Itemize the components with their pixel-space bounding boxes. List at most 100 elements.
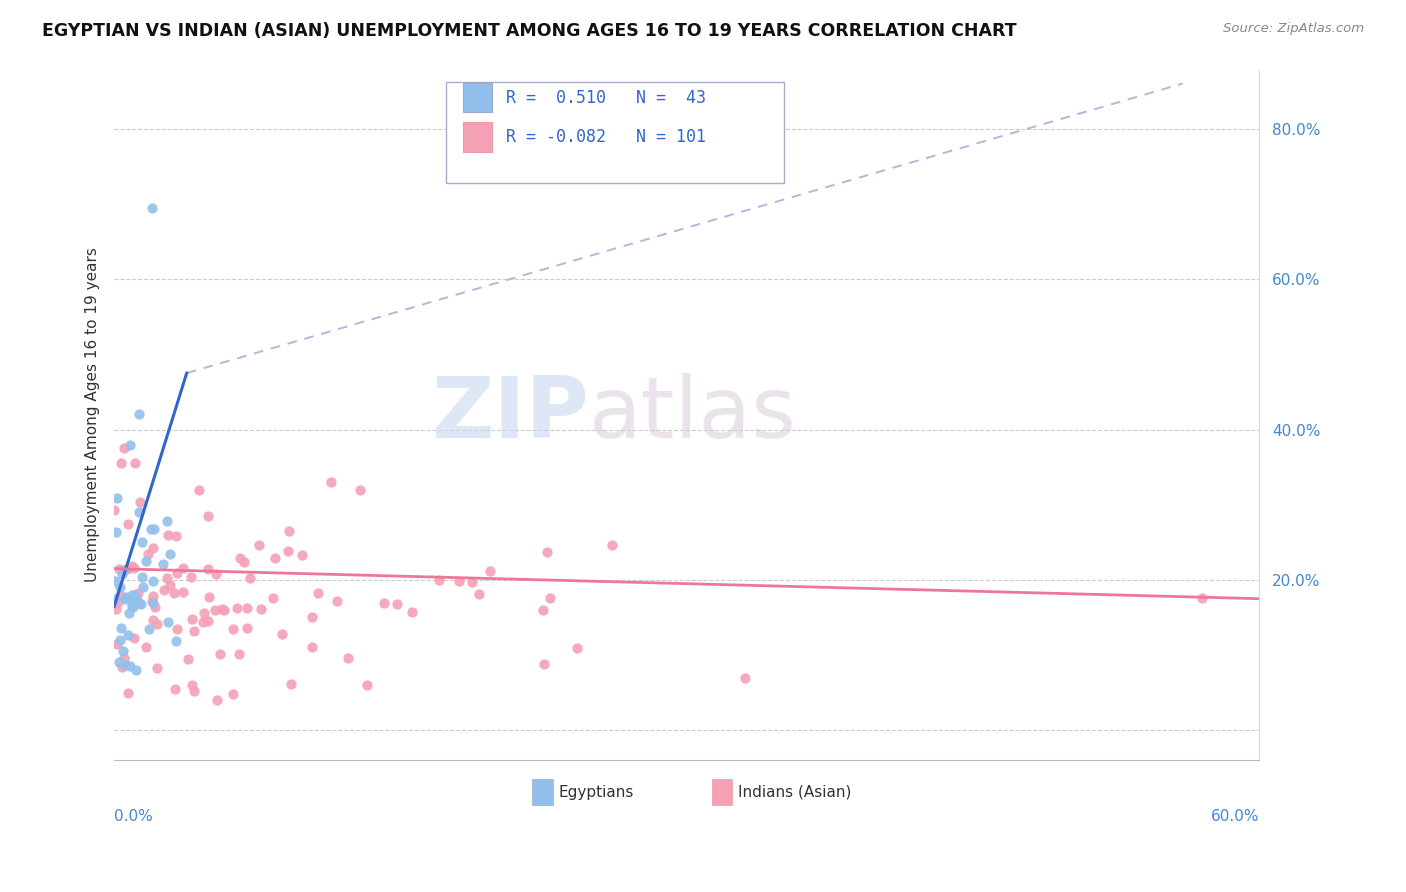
Point [128,408,150,422]
Point [235,621,257,635]
Point [128,597,150,611]
Point [152,583,174,598]
Point [107,655,129,669]
Point [479,564,502,578]
Point [141,201,163,215]
Point [111,660,134,674]
Point [127,586,149,600]
Bar [464,83,492,112]
Point [118,606,141,620]
Point [181,678,204,692]
Point [112,442,135,456]
Point [278,524,301,539]
Point [103,592,125,607]
Point [112,564,135,578]
Point [104,574,127,588]
Point [204,603,226,617]
Point [301,640,323,654]
Point [117,627,139,641]
Y-axis label: Unemployment Among Ages 16 to 19 years: Unemployment Among Ages 16 to 19 years [86,247,100,582]
Point [122,632,145,646]
Point [142,613,165,627]
Point [114,592,136,607]
Point [239,571,262,585]
Point [120,658,142,673]
Point [131,570,153,584]
Point [122,600,145,615]
Point [122,588,145,602]
Point [107,595,129,609]
Point [197,508,219,523]
Point [135,554,157,568]
Point [108,632,131,647]
Point [249,601,271,615]
Point [291,549,314,563]
Point [108,580,131,594]
Point [356,678,378,692]
Point [204,566,226,581]
Point [156,570,179,584]
Point [104,524,127,539]
Point [124,456,146,470]
Text: ZIP: ZIP [432,373,589,456]
Point [183,684,205,698]
Point [270,627,292,641]
Point [166,566,188,580]
Point [188,483,211,497]
Point [117,686,139,700]
Point [163,585,186,599]
Point [565,640,588,655]
Point [536,544,558,558]
Point [1191,591,1213,605]
Point [128,505,150,519]
Point [141,522,163,536]
Point [222,687,245,701]
Point [142,574,165,589]
Point [222,622,245,636]
Point [183,624,205,638]
Bar [711,779,733,805]
Point [114,590,136,604]
Point [121,597,143,611]
Point [125,663,148,677]
Point [208,647,231,661]
Text: atlas: atlas [589,373,797,456]
Point [159,547,181,561]
Point [225,601,247,615]
Point [110,456,132,470]
Point [121,588,143,602]
Point [159,577,181,591]
Point [207,693,229,707]
Point [112,643,135,657]
Point [131,534,153,549]
Point [111,567,134,582]
Point [191,615,214,629]
Point [172,585,194,599]
Point [129,495,152,509]
Point [165,528,187,542]
Point [105,637,128,651]
Point [531,603,554,617]
Point [105,602,128,616]
Text: R =  0.510   N =  43: R = 0.510 N = 43 [506,88,706,106]
Point [262,591,284,605]
Point [118,437,141,451]
Point [349,483,371,497]
Point [156,514,179,528]
Point [401,605,423,619]
Point [125,593,148,607]
Point [232,555,254,569]
Point [228,648,250,662]
Point [229,551,252,566]
Text: R = -0.082   N = 101: R = -0.082 N = 101 [506,128,706,146]
Point [108,562,131,576]
Point [280,676,302,690]
Point [142,596,165,610]
Point [180,569,202,583]
Point [132,580,155,594]
Point [447,574,470,589]
Point [385,597,408,611]
Point [108,588,131,602]
Text: 60.0%: 60.0% [1211,809,1258,824]
Point [135,640,157,654]
